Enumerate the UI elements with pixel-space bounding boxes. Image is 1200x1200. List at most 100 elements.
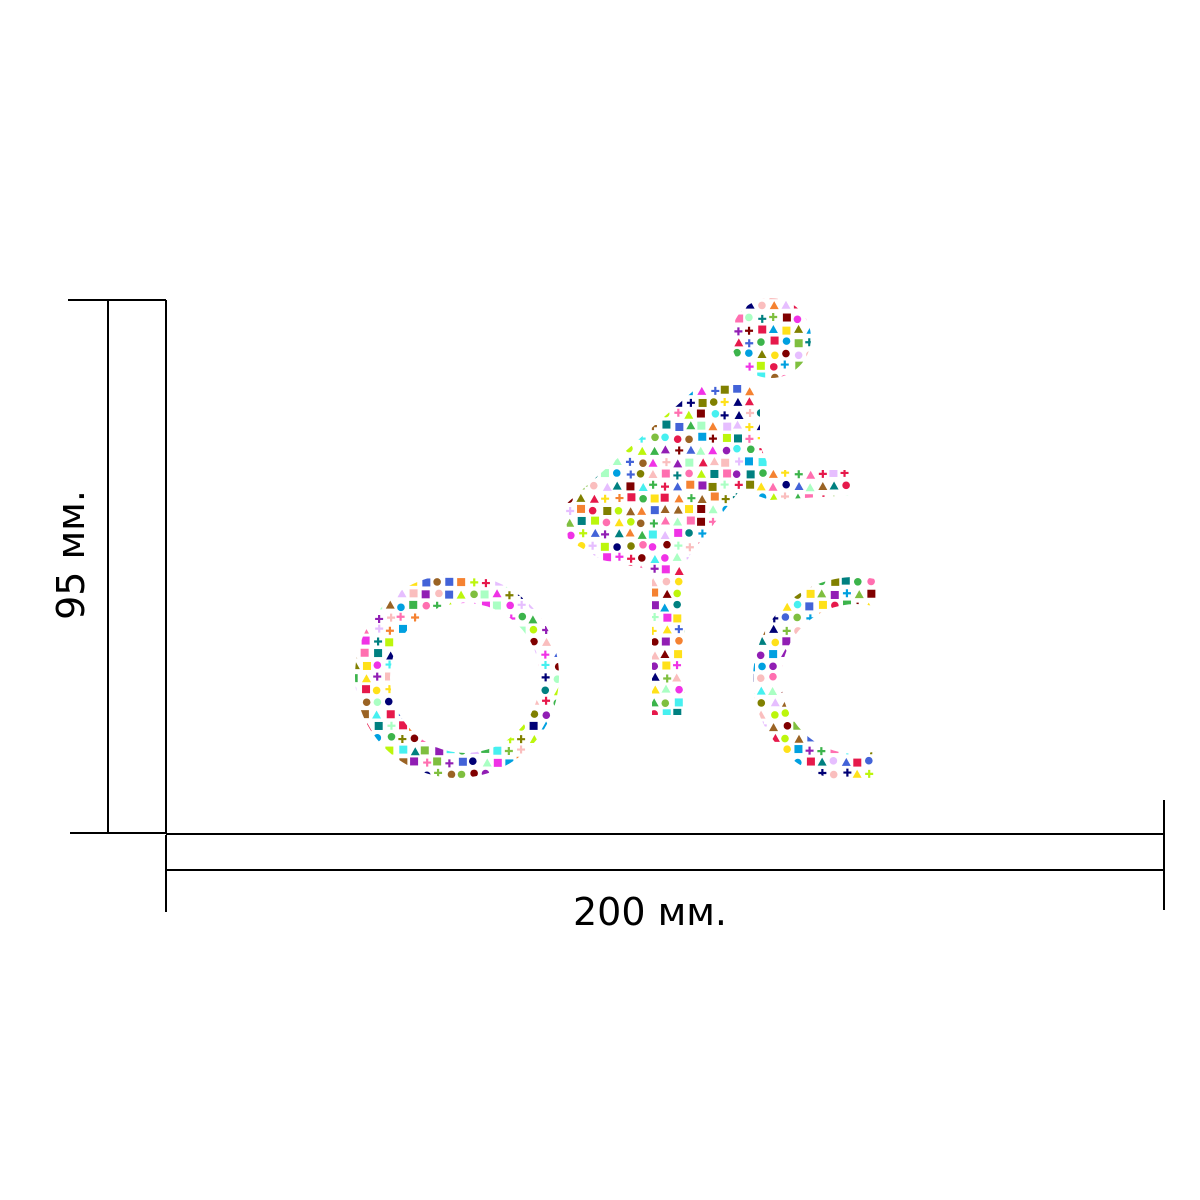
mosaic-icon xyxy=(744,542,754,551)
mosaic-icon xyxy=(576,579,586,588)
mosaic-icon xyxy=(399,745,408,754)
mosaic-icon xyxy=(446,313,455,322)
mosaic-icon xyxy=(782,459,791,468)
mosaic-icon xyxy=(482,445,491,454)
width-label: 200 мм. xyxy=(573,890,727,934)
mosaic-icon xyxy=(492,349,501,358)
mosaic-icon xyxy=(432,447,441,456)
mosaic-icon xyxy=(805,686,814,695)
mosaic-icon xyxy=(637,590,646,599)
mosaic-icon xyxy=(566,554,576,563)
mosaic-icon xyxy=(578,384,587,393)
mosaic-icon xyxy=(578,564,587,573)
mosaic-icon xyxy=(675,422,684,431)
mosaic-icon xyxy=(770,336,779,345)
mosaic-icon xyxy=(552,734,562,743)
mosaic-icon xyxy=(745,639,755,648)
mosaic-icon xyxy=(459,482,468,491)
mosaic-icon xyxy=(458,757,467,766)
mosaic-icon xyxy=(758,325,767,334)
mosaic-icon xyxy=(495,672,504,681)
mosaic-icon xyxy=(411,662,420,671)
mosaic-icon xyxy=(530,327,539,336)
mosaic-icon xyxy=(446,361,456,370)
mosaic-icon xyxy=(589,780,598,781)
mosaic-icon xyxy=(685,458,694,467)
mosaic-icon xyxy=(519,446,527,455)
mosaic-icon xyxy=(732,543,742,552)
mosaic-icon xyxy=(660,650,670,659)
mosaic-icon xyxy=(362,723,372,732)
mosaic-icon xyxy=(831,577,840,586)
mosaic-icon xyxy=(756,422,766,431)
mosaic-icon xyxy=(518,409,527,418)
mosaic-icon xyxy=(386,710,395,719)
mosaic-icon xyxy=(374,337,382,346)
mosaic-icon xyxy=(601,638,610,647)
mosaic-icon xyxy=(398,433,407,442)
mosaic-icon xyxy=(373,314,382,323)
mosaic-icon xyxy=(795,361,804,370)
mosaic-icon xyxy=(661,637,670,646)
mosaic-icon xyxy=(793,600,802,609)
mosaic-icon xyxy=(601,348,611,357)
mosaic-icon xyxy=(865,303,874,312)
mosaic-icon xyxy=(517,600,526,609)
mosaic-icon xyxy=(373,661,382,669)
mosaic-icon xyxy=(480,566,490,575)
mosaic-icon xyxy=(531,672,540,681)
mosaic-icon xyxy=(518,673,527,682)
mosaic-icon xyxy=(410,363,419,372)
mosaic-icon xyxy=(697,374,707,383)
mosaic-icon xyxy=(819,338,828,347)
mosaic-icon xyxy=(469,458,477,467)
mosaic-icon xyxy=(468,553,478,562)
mosaic-icon xyxy=(409,518,418,527)
mosaic-icon xyxy=(374,649,383,658)
mosaic-icon xyxy=(649,698,659,707)
mosaic-icon xyxy=(408,313,417,322)
mosaic-icon xyxy=(686,480,695,489)
mosaic-icon xyxy=(816,708,826,717)
mosaic-icon xyxy=(865,795,874,803)
mosaic-icon xyxy=(625,339,633,348)
mosaic-icon xyxy=(624,298,633,300)
mosaic-icon xyxy=(446,709,455,718)
mosaic-icon xyxy=(411,338,419,346)
mosaic-icon xyxy=(362,517,371,526)
mosaic-icon xyxy=(639,459,647,468)
mosaic-icon xyxy=(434,289,443,297)
mosaic-icon xyxy=(806,408,815,417)
mosaic-icon xyxy=(588,541,597,550)
mosaic-icon xyxy=(709,795,718,803)
mosaic-icon xyxy=(398,661,407,670)
mosaic-icon xyxy=(386,325,395,333)
mosaic-icon xyxy=(650,710,658,718)
mosaic-icon xyxy=(495,577,504,586)
mosaic-icon xyxy=(589,326,597,335)
mosaic-icon xyxy=(374,445,384,454)
mosaic-icon xyxy=(710,326,719,335)
mosaic-icon xyxy=(805,423,814,432)
mosaic-icon xyxy=(818,600,827,609)
height-label: 95 мм. xyxy=(49,490,93,620)
mosaic-icon xyxy=(411,686,420,695)
mosaic-icon xyxy=(818,434,826,442)
mosaic-icon xyxy=(853,758,862,767)
mosaic-icon xyxy=(745,300,755,309)
mosaic-icon xyxy=(866,625,876,634)
mosaic-icon xyxy=(361,529,370,538)
mosaic-icon xyxy=(615,650,624,659)
mosaic-icon xyxy=(444,350,453,359)
mosaic-icon xyxy=(456,386,465,395)
mosaic-icon xyxy=(721,782,730,790)
mosaic-icon xyxy=(469,301,478,310)
mosaic-icon xyxy=(660,516,670,525)
mosaic-icon xyxy=(708,566,718,575)
mosaic-icon xyxy=(841,363,850,372)
mosaic-icon xyxy=(758,614,767,623)
mosaic-icon xyxy=(843,782,851,790)
mosaic-icon xyxy=(588,506,597,515)
mosaic-icon xyxy=(398,735,407,744)
